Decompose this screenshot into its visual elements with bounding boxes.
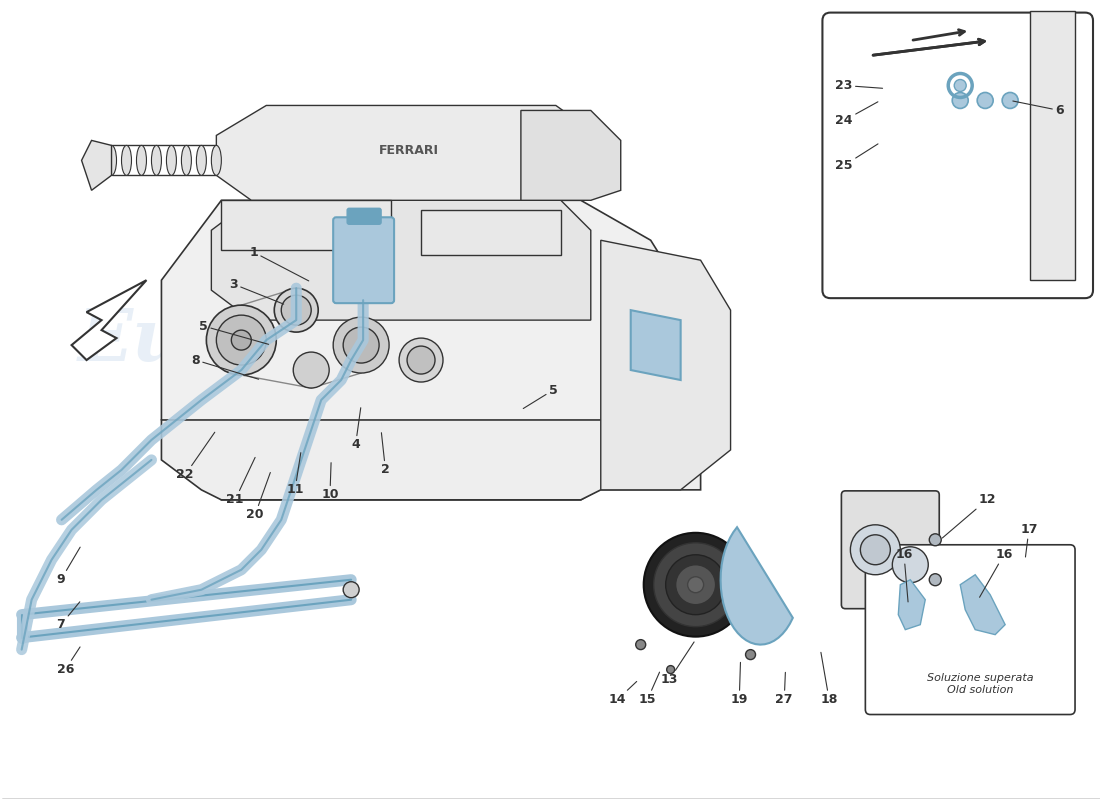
Ellipse shape xyxy=(211,146,221,175)
Circle shape xyxy=(217,315,266,365)
Circle shape xyxy=(892,546,928,582)
Circle shape xyxy=(850,525,900,574)
Text: 6: 6 xyxy=(1013,101,1064,117)
Circle shape xyxy=(860,534,890,565)
Text: 8: 8 xyxy=(191,354,258,379)
Text: 11: 11 xyxy=(286,453,304,496)
Text: 21: 21 xyxy=(227,458,255,506)
Circle shape xyxy=(636,640,646,650)
Circle shape xyxy=(667,666,674,674)
Polygon shape xyxy=(81,140,111,190)
Ellipse shape xyxy=(197,146,207,175)
Circle shape xyxy=(294,352,329,388)
Circle shape xyxy=(954,79,966,91)
Text: 23: 23 xyxy=(835,79,882,92)
Circle shape xyxy=(231,330,251,350)
Text: 20: 20 xyxy=(246,473,271,522)
Circle shape xyxy=(333,317,389,373)
Text: 24: 24 xyxy=(835,102,878,127)
Polygon shape xyxy=(162,200,701,500)
Text: 13: 13 xyxy=(661,642,694,686)
Polygon shape xyxy=(1030,10,1075,280)
Text: 1: 1 xyxy=(250,246,309,281)
Text: 22: 22 xyxy=(176,432,214,482)
Polygon shape xyxy=(960,574,1005,634)
Text: 5: 5 xyxy=(524,383,558,409)
Polygon shape xyxy=(1019,550,1045,580)
Circle shape xyxy=(977,93,993,109)
Circle shape xyxy=(407,346,434,374)
Polygon shape xyxy=(521,110,620,200)
Text: 17: 17 xyxy=(1020,523,1037,557)
Circle shape xyxy=(666,554,726,614)
Ellipse shape xyxy=(182,146,191,175)
Text: 5: 5 xyxy=(199,320,268,344)
FancyBboxPatch shape xyxy=(866,545,1075,714)
Polygon shape xyxy=(72,280,146,360)
Polygon shape xyxy=(162,420,701,500)
Polygon shape xyxy=(211,200,591,320)
Text: 7: 7 xyxy=(56,602,80,631)
Circle shape xyxy=(930,574,942,586)
Circle shape xyxy=(688,577,704,593)
Polygon shape xyxy=(630,310,681,380)
Circle shape xyxy=(207,305,276,375)
FancyBboxPatch shape xyxy=(333,218,394,303)
Circle shape xyxy=(274,288,318,332)
Text: 19: 19 xyxy=(730,662,748,706)
Polygon shape xyxy=(720,527,793,645)
Text: 4: 4 xyxy=(351,408,361,451)
Text: 10: 10 xyxy=(321,462,339,502)
FancyBboxPatch shape xyxy=(842,491,939,609)
Text: a passion since 1985: a passion since 1985 xyxy=(189,362,513,438)
Circle shape xyxy=(675,565,716,605)
Ellipse shape xyxy=(152,146,162,175)
Circle shape xyxy=(282,295,311,325)
Circle shape xyxy=(653,542,738,626)
Text: 2: 2 xyxy=(381,433,389,476)
Circle shape xyxy=(746,650,756,660)
Text: 16: 16 xyxy=(895,548,913,602)
Text: 3: 3 xyxy=(229,278,284,304)
Circle shape xyxy=(930,534,942,546)
Text: 25: 25 xyxy=(835,144,878,172)
Text: 12: 12 xyxy=(943,494,996,538)
Polygon shape xyxy=(899,580,925,630)
Ellipse shape xyxy=(121,146,132,175)
Text: 26: 26 xyxy=(56,647,80,676)
FancyBboxPatch shape xyxy=(348,208,381,224)
Circle shape xyxy=(343,327,379,363)
Polygon shape xyxy=(421,210,561,255)
FancyBboxPatch shape xyxy=(823,13,1093,298)
Text: 14: 14 xyxy=(608,682,637,706)
Circle shape xyxy=(343,582,359,598)
Text: 18: 18 xyxy=(821,652,838,706)
Polygon shape xyxy=(221,200,392,250)
Text: 27: 27 xyxy=(776,672,793,706)
Polygon shape xyxy=(601,240,730,490)
Circle shape xyxy=(953,93,968,109)
Polygon shape xyxy=(217,106,591,200)
Ellipse shape xyxy=(107,146,117,175)
Text: 16: 16 xyxy=(980,548,1012,598)
Text: FERRARI: FERRARI xyxy=(379,144,439,157)
Ellipse shape xyxy=(136,146,146,175)
Circle shape xyxy=(399,338,443,382)
Text: 15: 15 xyxy=(639,672,660,706)
Circle shape xyxy=(644,533,748,637)
Ellipse shape xyxy=(166,146,176,175)
Circle shape xyxy=(1002,93,1019,109)
Text: 9: 9 xyxy=(56,547,80,586)
Text: EuroCarParts: EuroCarParts xyxy=(77,305,625,375)
Text: Soluzione superata
Old solution: Soluzione superata Old solution xyxy=(927,673,1034,694)
